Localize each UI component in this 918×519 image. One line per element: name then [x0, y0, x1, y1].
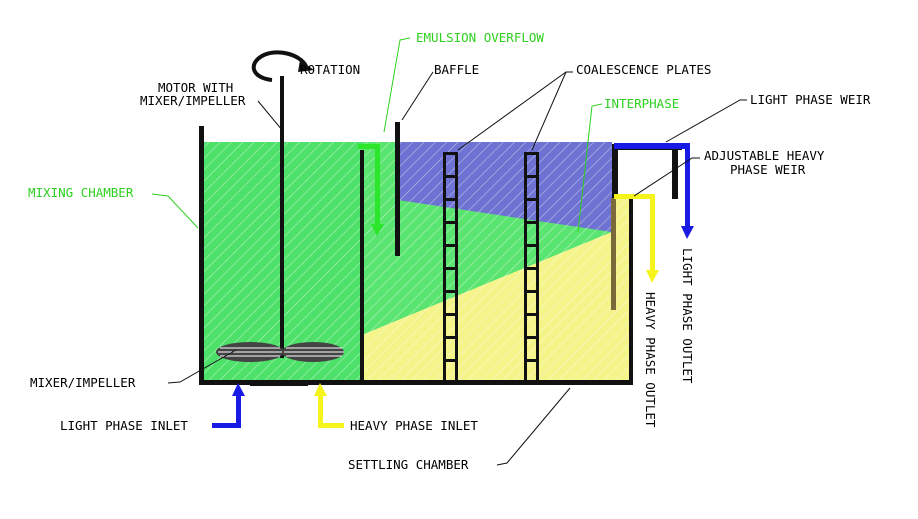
- label-mixer-impeller: MIXER/IMPELLER: [30, 375, 136, 390]
- label-heavy-phase-inlet: HEAVY PHASE INLET: [350, 418, 478, 433]
- coalescence-plate-2: [524, 152, 539, 384]
- label-motor-line1: MOTOR WITH: [158, 80, 233, 95]
- label-adjustable-line2: PHASE WEIR: [730, 162, 806, 177]
- label-heavy-phase-outlet: HEAVY PHASE OUTLET: [643, 292, 658, 428]
- label-adjustable-line1: ADJUSTABLE HEAVY: [704, 148, 825, 163]
- baffle: [395, 122, 400, 256]
- heavy-phase-inlet-arrow: [314, 383, 344, 428]
- coalescence-plate-1: [443, 152, 458, 384]
- label-motor-line2: MIXER/IMPELLER: [140, 93, 246, 108]
- motor-shaft: [280, 76, 284, 358]
- label-light-phase-outlet: LIGHT PHASE OUTLET: [680, 248, 695, 384]
- light-phase-weir-left: [612, 144, 618, 198]
- heavy-phase-outlet-arrow: [614, 194, 659, 283]
- label-light-phase-weir: LIGHT PHASE WEIR: [750, 92, 871, 107]
- tank-bottom: [199, 380, 633, 385]
- divider-wall: [360, 150, 364, 382]
- fluid-hatch: [203, 142, 630, 382]
- rotation-arrow-icon: [251, 50, 308, 82]
- light-phase-outlet-arrow: [614, 143, 694, 239]
- emulsion-overflow-arrow: [358, 144, 384, 236]
- adjustable-heavy-phase-weir: [611, 198, 616, 310]
- label-baffle: BAFFLE: [434, 62, 479, 77]
- inlet-pipe-bar: [250, 380, 308, 386]
- label-interphase: INTERPHASE: [604, 96, 679, 111]
- rotation-arrowhead: [298, 60, 314, 72]
- tank-left-wall: [199, 126, 204, 384]
- label-mixing-chamber: MIXING CHAMBER: [28, 185, 134, 200]
- label-coalescence-plates: COALESCENCE PLATES: [576, 62, 711, 77]
- light-phase-weir-right: [672, 144, 678, 199]
- label-settling-chamber: SETTLING CHAMBER: [348, 457, 469, 472]
- label-emulsion-overflow: EMULSION OVERFLOW: [416, 30, 544, 45]
- label-rotation: ROTATION: [300, 62, 360, 77]
- leader-lines: [151, 37, 747, 466]
- impeller-blades: [216, 342, 344, 362]
- light-phase-inlet-arrow: [212, 383, 245, 428]
- tank-right-wall: [629, 198, 633, 384]
- label-light-phase-inlet: LIGHT PHASE INLET: [60, 418, 188, 433]
